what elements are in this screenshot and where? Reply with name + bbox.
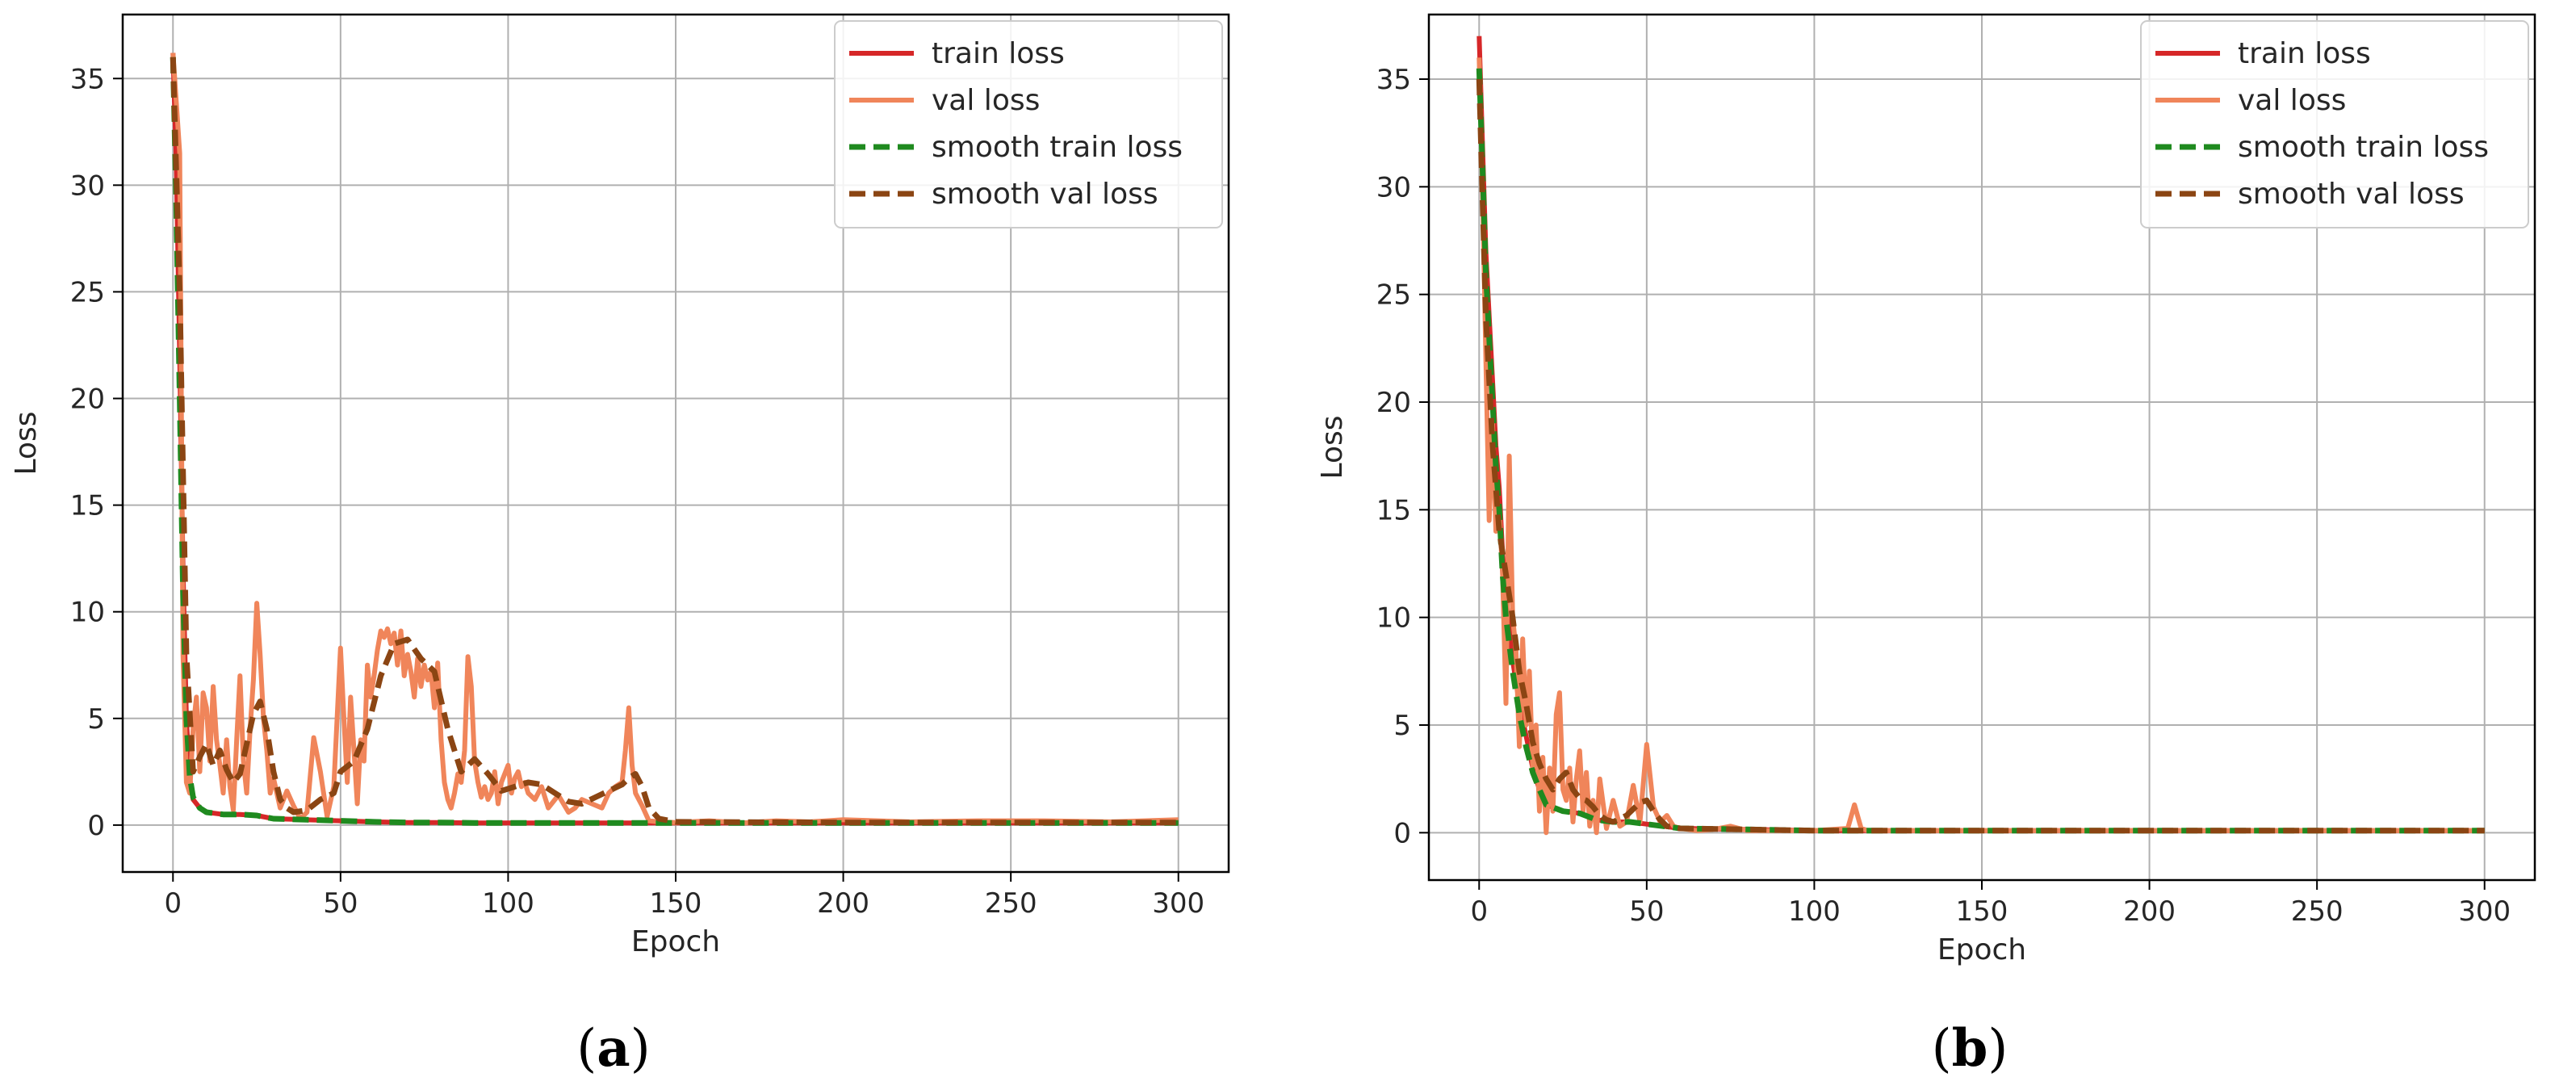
chart-1-x-tick-label: 150 bbox=[1956, 895, 2008, 928]
chart-0-x-tick-label: 200 bbox=[817, 887, 869, 920]
chart-1-legend-box bbox=[2140, 20, 2529, 228]
chart-0-legend-label-2: smooth train loss bbox=[932, 131, 1183, 164]
chart-1-x-tick-label: 100 bbox=[1788, 895, 1841, 928]
chart-0-x-tick-label: 0 bbox=[164, 887, 182, 920]
chart-0-y-tick-label: 35 bbox=[70, 63, 105, 95]
chart-1-x-tick-label: 0 bbox=[1470, 895, 1488, 928]
chart-1-y-tick-label: 20 bbox=[1376, 387, 1411, 419]
chart-1-y-tick-label: 15 bbox=[1376, 494, 1411, 526]
chart-1-y-tick-label: 5 bbox=[1393, 710, 1411, 742]
chart-0-y-axis-label: Loss bbox=[10, 412, 43, 476]
chart-1-legend-label-3: smooth val loss bbox=[2238, 178, 2465, 211]
chart-0-y-tick-label: 5 bbox=[87, 703, 105, 736]
caption-b: (b) bbox=[1932, 1018, 2008, 1079]
chart-0-legend-box bbox=[834, 20, 1223, 228]
caption-a: (a) bbox=[576, 1018, 650, 1079]
chart-0-series-group bbox=[170, 52, 1179, 826]
chart-0-x-tick-label: 250 bbox=[985, 887, 1037, 920]
chart-0-x-tick-label: 150 bbox=[650, 887, 702, 920]
chart-0-y-tick-label: 0 bbox=[87, 810, 105, 842]
chart-1-y-tick-label: 25 bbox=[1376, 279, 1411, 312]
chart-0-y-tick-label: 10 bbox=[70, 597, 105, 629]
chart-0-legend-label-0: train loss bbox=[932, 37, 1065, 70]
chart-0-x-tick-label: 100 bbox=[482, 887, 534, 920]
caption-a-letter: a bbox=[597, 1018, 630, 1079]
chart-1-series-group bbox=[1476, 36, 2485, 836]
chart-0-x-tick-label: 50 bbox=[323, 887, 358, 920]
chart-0-legend-label-1: val loss bbox=[932, 84, 1040, 117]
chart-1-legend: train loss val loss smooth train loss smoot… bbox=[2140, 20, 2529, 228]
caption-b-letter: b bbox=[1952, 1018, 1988, 1079]
chart-0-y-tick-label: 30 bbox=[70, 170, 105, 202]
chart-0-series-line-3 bbox=[170, 57, 1179, 826]
chart-1-x-axis-label: Epoch bbox=[1937, 933, 2026, 966]
chart-panel-b: 0 50 100 150 200 250 300 0 5 10 15 20 25 30 35 Epoch Los… bbox=[1316, 13, 2536, 966]
chart-0-legend: train loss val loss smooth train loss smoot… bbox=[834, 20, 1223, 228]
chart-0-x-axis-label: Epoch bbox=[631, 925, 720, 958]
chart-1-y-tick-label: 10 bbox=[1376, 602, 1411, 635]
chart-1-legend-label-2: smooth train loss bbox=[2238, 131, 2489, 164]
chart-1-y-tick-label: 35 bbox=[1376, 64, 1411, 96]
chart-1-legend-label-1: val loss bbox=[2238, 84, 2346, 117]
chart-1-x-tick-label: 50 bbox=[1629, 895, 1664, 928]
chart-0-y-tick-label: 20 bbox=[70, 384, 105, 416]
chart-1-series-line-3 bbox=[1476, 78, 2485, 834]
chart-0-y-tick-label: 15 bbox=[70, 490, 105, 522]
chart-1-x-tick-label: 250 bbox=[2291, 895, 2344, 928]
chart-1-y-tick-label: 0 bbox=[1393, 817, 1411, 849]
chart-panel-a: 0 50 100 150 200 250 300 0 5 10 15 20 25 30 35 Epoch Los… bbox=[10, 13, 1230, 958]
chart-1-y-axis-label: Loss bbox=[1316, 416, 1349, 480]
chart-1-legend-label-0: train loss bbox=[2238, 37, 2371, 70]
chart-0-x-tick-label: 300 bbox=[1152, 887, 1204, 920]
chart-0-legend-label-3: smooth val loss bbox=[932, 178, 1158, 211]
chart-1-x-tick-label: 200 bbox=[2123, 895, 2176, 928]
chart-1-x-tick-label: 300 bbox=[2458, 895, 2511, 928]
chart-1-y-tick-label: 30 bbox=[1376, 171, 1411, 203]
chart-0-y-tick-label: 25 bbox=[70, 276, 105, 308]
